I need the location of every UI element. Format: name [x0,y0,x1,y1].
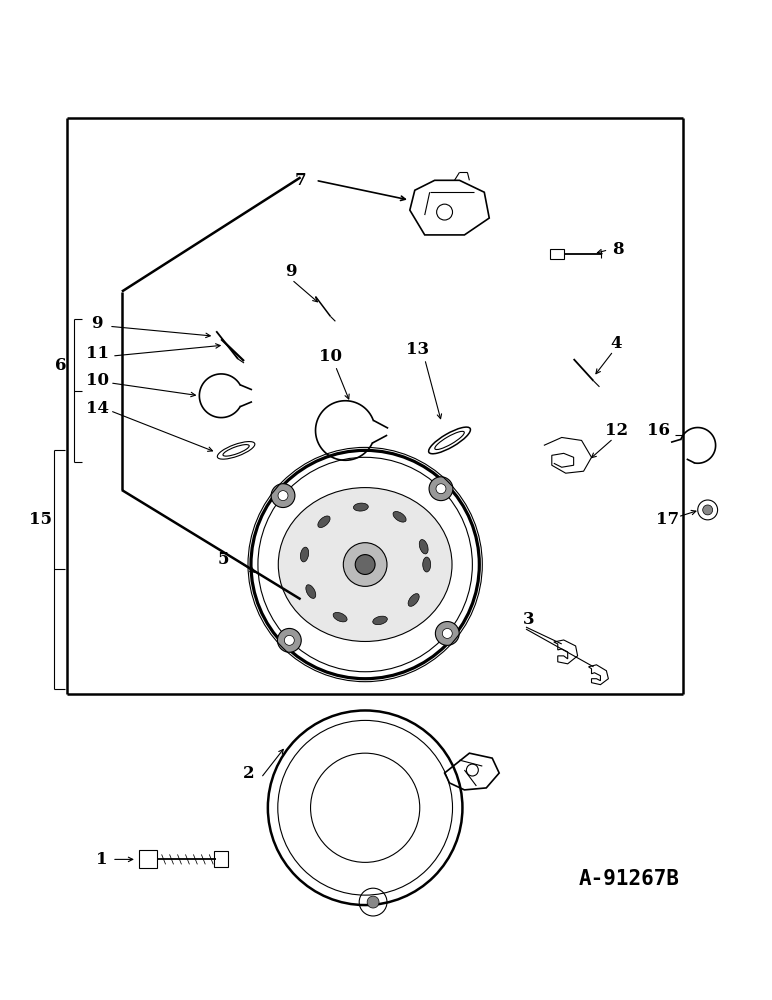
Circle shape [271,484,295,508]
Circle shape [284,635,294,645]
Text: 17: 17 [656,511,679,528]
Text: 9: 9 [285,263,296,280]
Text: 3: 3 [523,611,535,628]
Text: 9: 9 [91,315,103,332]
Text: 13: 13 [406,341,429,358]
Circle shape [277,628,301,652]
Text: 10: 10 [86,372,109,389]
Ellipse shape [300,547,309,562]
Bar [215,851,229,867]
Ellipse shape [419,540,428,554]
Bar [550,249,564,259]
Circle shape [310,753,420,862]
Ellipse shape [393,511,406,522]
Ellipse shape [278,488,452,641]
Bar [139,850,157,868]
Circle shape [355,555,375,574]
Ellipse shape [334,612,347,622]
Circle shape [703,505,713,515]
Ellipse shape [423,557,431,572]
Ellipse shape [306,585,316,598]
Text: 2: 2 [243,765,255,782]
Text: 4: 4 [611,335,622,352]
Circle shape [344,543,387,586]
Text: 1: 1 [96,851,108,868]
Circle shape [278,491,288,501]
Text: 16: 16 [646,422,669,439]
Ellipse shape [373,616,388,625]
Text: A-91267B: A-91267B [578,869,679,889]
Circle shape [429,477,453,501]
Ellipse shape [318,516,330,528]
Ellipse shape [354,503,368,511]
Text: 6: 6 [55,357,66,374]
Text: 10: 10 [319,348,342,365]
Text: 5: 5 [218,551,229,568]
Text: 14: 14 [86,400,109,417]
Text: 11: 11 [86,345,109,362]
Text: 12: 12 [604,422,628,439]
Ellipse shape [408,594,419,606]
Text: 8: 8 [612,241,624,258]
Circle shape [435,622,459,645]
Text: 7: 7 [295,172,306,189]
Circle shape [442,628,452,638]
Circle shape [436,484,446,494]
Circle shape [367,896,379,908]
Text: 15: 15 [29,511,52,528]
